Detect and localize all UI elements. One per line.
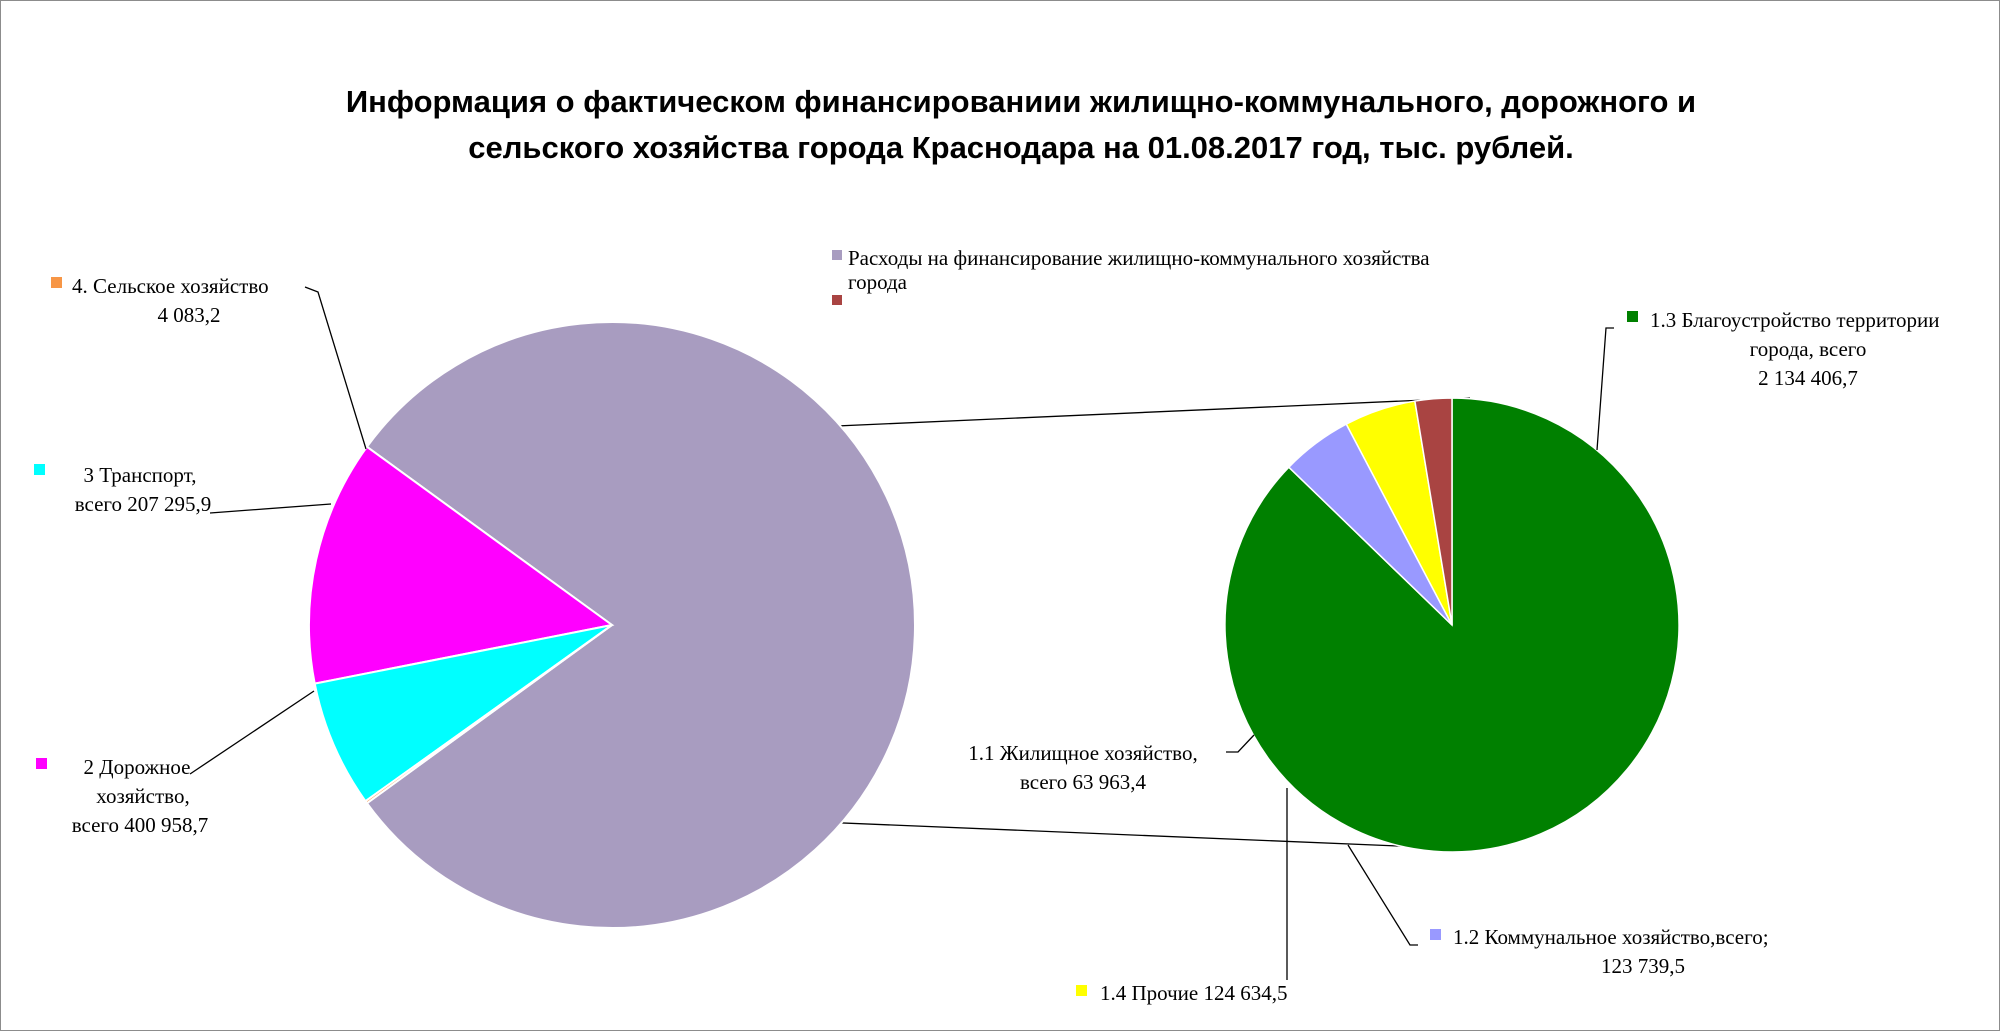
data-label-s12-line-2: 123 739,5 (1601, 954, 1685, 978)
label-swatch-s12 (1430, 929, 1441, 940)
label-swatch-transport (34, 464, 45, 475)
label-swatch-s14 (1076, 985, 1087, 996)
data-label-s11-line-1: 1.1 Жилищное хозяйство, (968, 741, 1197, 765)
main-pie (308, 321, 916, 929)
legend-label-1-line-2: города (848, 270, 908, 294)
legend: Расходы на финансирование жилищно-коммун… (832, 246, 1430, 305)
chart-title: Информация о фактическом финансированиии… (201, 79, 1841, 171)
data-label-transport-line-2: всего 207 295,9 (75, 492, 212, 516)
data-label-s14-line-1: 1.4 Прочие 124 634,5 (1100, 981, 1288, 1005)
legend-label-1-line-1: Расходы на финансирование жилищно-коммун… (848, 246, 1430, 270)
label-swatch-road (36, 758, 47, 769)
chart-title-line-2: сельского хозяйства города Краснодара на… (468, 130, 1574, 165)
data-label-road-line-1: 2 Дорожное (84, 755, 191, 779)
data-label-road-line-3: всего 400 958,7 (72, 813, 209, 837)
secondary-pie (1224, 397, 1680, 853)
data-labels: 4. Сельское хозяйство 4 083,2 3 Транспорт,… (34, 274, 1940, 1005)
leader-line-agri (304, 286, 367, 450)
leader-line-s12 (1347, 844, 1418, 946)
leader-line-road (189, 690, 315, 775)
leader-line-transport (209, 503, 332, 514)
data-label-s11-line-2: всего 63 963,4 (1020, 770, 1147, 794)
leader-line-s11 (1226, 734, 1255, 753)
data-label-s13-line-2: города, всего (1750, 337, 1867, 361)
leader-lines (189, 286, 1614, 980)
data-label-transport-line-1: 3 Транспорт, (84, 463, 197, 487)
label-swatch-s13 (1627, 311, 1638, 322)
legend-swatch-2 (832, 295, 842, 305)
label-swatch-agri (51, 277, 62, 288)
data-label-s13-line-1: 1.3 Благоустройство территории (1650, 308, 1940, 332)
secondary-pie-slice-s11 (1414, 397, 1453, 626)
data-label-road-line-2: хозяйство, (96, 784, 189, 808)
leader-line-s13 (1596, 327, 1614, 451)
legend-swatch-1 (832, 250, 842, 260)
data-label-agri-line-2: 4 083,2 (158, 303, 221, 327)
data-label-s13-line-3: 2 134 406,7 (1758, 366, 1858, 390)
main-pie-slice-transport (313, 624, 613, 803)
data-label-agri-line-1: 4. Сельское хозяйство (72, 274, 269, 298)
chart-title-line-1: Информация о фактическом финансированиии… (345, 84, 1697, 119)
main-pie-slice-road (308, 445, 615, 685)
data-label-s12-line-1: 1.2 Коммунальное хозяйство,всего; (1453, 925, 1769, 949)
main-pie-slice-agri (364, 624, 613, 805)
main-pie-slice-hcs (365, 321, 916, 929)
